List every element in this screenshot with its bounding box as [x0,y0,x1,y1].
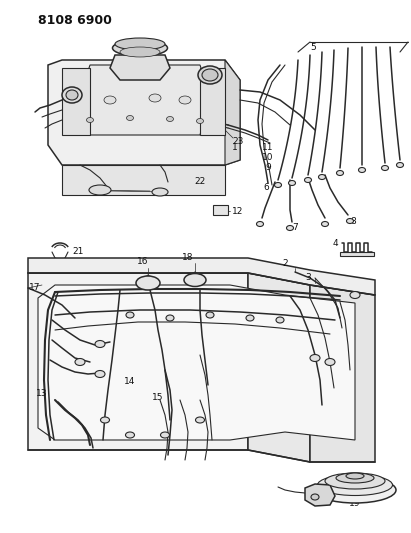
Text: 8: 8 [350,217,356,227]
Ellipse shape [152,188,168,196]
Ellipse shape [246,315,254,321]
Ellipse shape [95,370,105,377]
Ellipse shape [276,317,284,323]
Ellipse shape [161,432,169,438]
Ellipse shape [166,315,174,321]
Ellipse shape [113,40,168,56]
Polygon shape [38,285,355,440]
Text: 19: 19 [349,498,361,507]
Ellipse shape [125,432,134,438]
Polygon shape [225,60,240,165]
Ellipse shape [318,474,393,496]
Text: 2: 2 [282,259,288,268]
Ellipse shape [196,118,203,124]
Ellipse shape [202,69,218,81]
Ellipse shape [310,354,320,361]
Polygon shape [305,484,335,506]
Ellipse shape [358,167,365,173]
Text: 21: 21 [72,247,84,256]
Ellipse shape [346,473,364,479]
Ellipse shape [198,66,222,84]
Ellipse shape [184,273,206,287]
Ellipse shape [196,417,205,423]
Ellipse shape [179,96,191,104]
Text: 5: 5 [310,43,316,52]
Ellipse shape [256,222,263,227]
Text: 3: 3 [305,273,311,282]
Ellipse shape [62,87,82,103]
Ellipse shape [275,182,282,188]
Text: 23: 23 [232,138,244,147]
Text: 9: 9 [265,164,271,173]
Ellipse shape [321,222,328,227]
Ellipse shape [126,312,134,318]
Ellipse shape [305,177,312,182]
Ellipse shape [66,90,78,100]
Text: 4: 4 [332,239,338,248]
Text: 6: 6 [263,183,269,192]
Polygon shape [80,65,210,135]
Ellipse shape [127,116,134,120]
Polygon shape [28,258,375,295]
Ellipse shape [319,174,326,180]
Ellipse shape [166,117,173,122]
Ellipse shape [206,312,214,318]
Polygon shape [62,68,90,135]
Ellipse shape [325,359,335,366]
Ellipse shape [337,171,344,175]
Ellipse shape [397,163,404,167]
Text: 10: 10 [262,154,274,163]
Text: 8108 6900: 8108 6900 [38,13,112,27]
Polygon shape [310,285,375,462]
Ellipse shape [86,117,93,123]
Text: 16: 16 [137,257,149,266]
Ellipse shape [95,341,105,348]
Text: 17: 17 [29,284,41,293]
Ellipse shape [325,473,385,489]
Ellipse shape [289,181,296,185]
Text: 7: 7 [292,223,298,232]
Ellipse shape [314,477,396,503]
Polygon shape [213,205,228,215]
Polygon shape [62,165,225,195]
Text: 22: 22 [194,177,206,187]
Polygon shape [340,252,374,256]
Polygon shape [48,60,240,165]
Ellipse shape [336,473,374,483]
Text: 1: 1 [232,143,238,152]
Text: 14: 14 [124,377,136,386]
Polygon shape [200,68,225,135]
Text: 12: 12 [232,206,243,215]
Ellipse shape [75,359,85,366]
Polygon shape [28,273,248,450]
Text: 15: 15 [152,393,164,402]
Ellipse shape [120,47,160,57]
Ellipse shape [346,219,353,223]
Ellipse shape [101,417,109,423]
Text: 18: 18 [182,254,194,262]
Ellipse shape [381,166,388,171]
Ellipse shape [286,225,293,230]
Ellipse shape [136,276,160,290]
Ellipse shape [350,292,360,298]
Ellipse shape [115,38,165,50]
Polygon shape [248,273,310,462]
Text: 20: 20 [306,489,318,498]
Ellipse shape [89,185,111,195]
Text: 13: 13 [36,389,48,398]
Ellipse shape [104,96,116,104]
Polygon shape [110,55,170,80]
Ellipse shape [149,94,161,102]
Ellipse shape [311,494,319,500]
Text: 11: 11 [262,143,274,152]
